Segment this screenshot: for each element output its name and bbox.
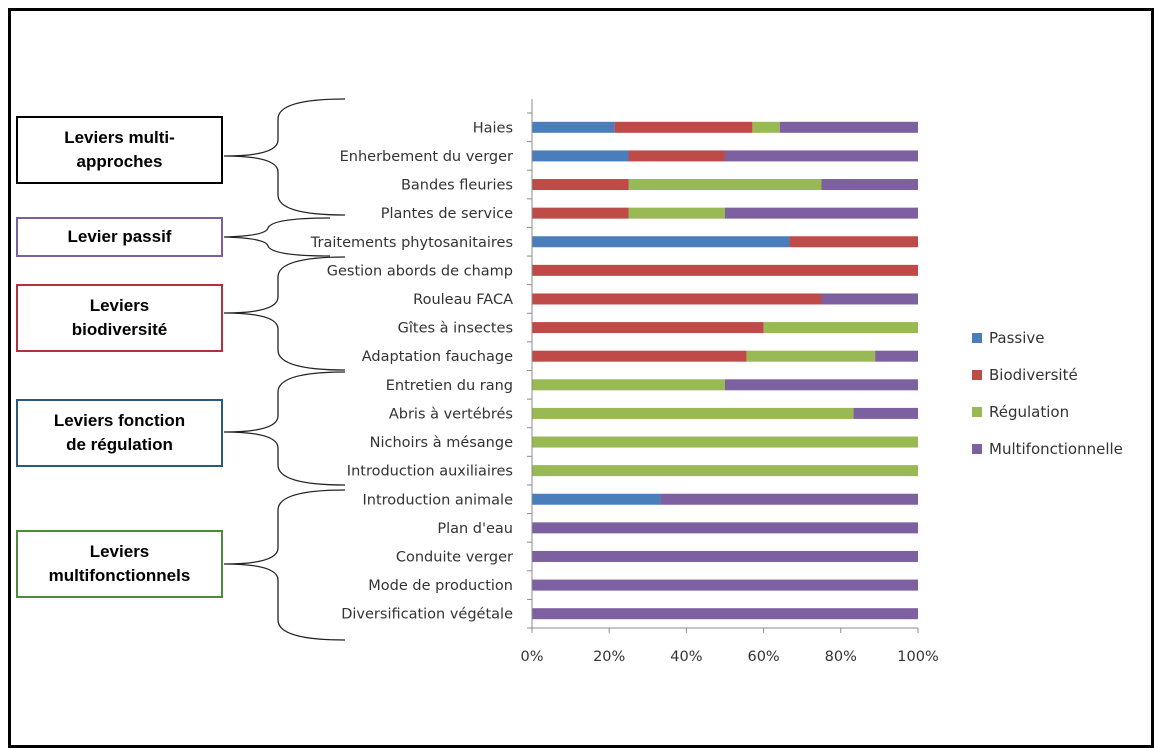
category-label: Nichoirs à mésange [370,435,513,451]
bar-segment [532,350,747,362]
legend-entry: Régulation [989,403,1069,421]
category-label: Plan d'eau [437,521,513,537]
category-label: Adaptation fauchage [362,349,513,365]
group-label: Leviers fonction de régulation [53,411,186,454]
brace-multi-approches [223,98,346,216]
bar-segment [628,207,725,219]
bar-segment [532,465,918,477]
x-tick-label: 40% [670,649,702,665]
bar-segment [532,379,725,391]
brace-multifonctionnels [223,489,346,641]
bar-segment [821,179,918,191]
group-label: Levier passif [67,227,172,246]
category-label: Gestion abords de champ [327,263,513,279]
bar-segment [532,579,918,591]
bar-segment [532,608,918,620]
category-label: Mode de production [368,578,513,594]
bar-segment [532,236,790,248]
category-label: Gîtes à insectes [398,321,513,337]
x-tick-label: 0% [520,649,543,665]
category-label: Traitements phytosanitaires [310,235,513,251]
bar-segment [532,179,629,191]
group-box-biodiversite: Leviers biodiversité [16,284,223,352]
bar-segment [763,322,918,334]
category-label: Rouleau FACA [413,292,513,308]
category-label: Plantes de service [381,206,513,222]
bar-segment [532,436,918,448]
category-label: Bandes fleuries [401,178,513,194]
legend-entry: Biodiversité [989,366,1078,384]
legend-swatch [972,407,982,417]
bar-segment [752,121,780,133]
bar-segment [779,121,918,133]
bar-segment [725,150,918,162]
bar-segment [628,179,822,191]
category-label: Haies [473,120,513,136]
bar-segment [875,350,918,362]
legend-entry: Passive [989,329,1044,347]
group-label: Leviers multi- approches [64,128,175,171]
bar-segment [628,150,725,162]
x-tick-label: 80% [825,649,857,665]
category-label: Enherbement du verger [340,149,513,165]
brace-passif [223,217,331,257]
bar-segment [532,407,854,419]
bar-segment [532,150,629,162]
legend-entry: Multifonctionnelle [989,440,1123,458]
bar-segment [725,379,918,391]
bar-segment [660,493,918,505]
bar-segment [789,236,918,248]
x-tick-label: 60% [747,649,779,665]
x-tick-label: 100% [897,649,938,665]
bar-segment [614,121,753,133]
bar-segment [532,493,661,505]
legend-swatch [972,444,982,454]
category-label: Abris à vertébrés [389,406,513,422]
bar-segment [532,550,918,562]
bar-segment [821,293,918,305]
bar-segment [532,264,918,276]
category-label: Introduction auxiliaires [347,464,513,480]
group-box-regulation: Leviers fonction de régulation [16,399,223,467]
bar-segment [746,350,876,362]
group-box-multi-approches: Leviers multi- approches [16,116,223,184]
bar-segment [532,322,764,334]
legend-swatch [972,333,982,343]
category-label: Introduction animale [363,492,514,508]
bar-segment [532,522,918,534]
x-tick-label: 20% [593,649,625,665]
bar-segment [853,407,918,419]
group-box-multifonctionnels: Leviers multifonctionnels [16,530,223,598]
category-label: Conduite verger [396,549,513,565]
legend-swatch [972,370,982,380]
category-label: Diversification végétale [341,607,513,623]
bar-segment [532,121,615,133]
brace-regulation [223,371,346,486]
stacked-bar-chart: Haies Enherbement du verger Bandes fleurie… [223,98,1123,665]
category-label: Entretien du rang [386,378,513,394]
group-box-passif: Levier passif [16,217,223,257]
bar-segment [532,207,629,219]
bar-segment [532,293,822,305]
group-label: Leviers biodiversité [71,296,168,339]
brace-biodiversite [223,256,346,371]
group-label: Leviers multifonctionnels [48,542,191,585]
bar-segment [725,207,918,219]
